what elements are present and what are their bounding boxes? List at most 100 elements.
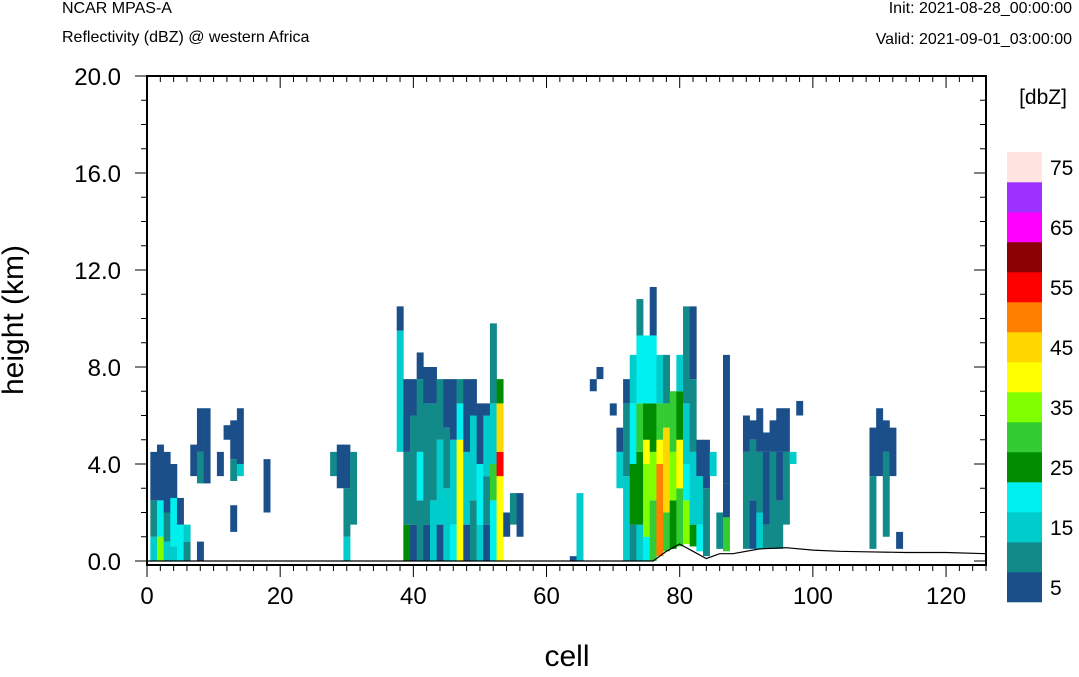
colorbar-label: 45: [1050, 337, 1073, 360]
reflectivity-cell: [476, 464, 484, 525]
reflectivity-cell: [230, 459, 238, 481]
reflectivity-cell: [190, 444, 198, 477]
reflectivity-cell: [496, 451, 504, 477]
colorbar-label: 35: [1050, 397, 1073, 420]
reflectivity-cell: [463, 524, 471, 562]
reflectivity-cell: [336, 444, 344, 489]
reflectivity-cell: [896, 531, 904, 549]
reflectivity-cell: [643, 536, 651, 561]
reflectivity-cell: [623, 476, 631, 562]
reflectivity-cell: [163, 541, 171, 561]
y-tick-label: 20.0: [74, 64, 121, 91]
reflectivity-cell: [683, 500, 690, 545]
reflectivity-cell: [749, 439, 757, 501]
reflectivity-cell: [463, 451, 471, 525]
reflectivity-cell: [203, 408, 211, 484]
reflectivity-cell: [396, 330, 404, 452]
reflectivity-cell: [483, 415, 491, 477]
reflectivity-cell: [170, 497, 178, 547]
reflectivity-cell: [343, 444, 351, 489]
reflectivity-cell: [629, 403, 637, 465]
reflectivity-cell: [722, 483, 730, 518]
reflectivity-cell: [150, 500, 158, 537]
reflectivity-cell: [643, 403, 651, 440]
reflectivity-cell: [689, 306, 697, 380]
reflectivity-cell: [430, 367, 437, 404]
reflectivity-cell: [769, 451, 777, 549]
reflectivity-cell: [396, 306, 404, 331]
colorbar-swatch: [1007, 302, 1042, 333]
reflectivity-cell: [176, 524, 184, 562]
field-subtitle: Reflectivity (dBZ) @ western Africa: [62, 29, 310, 46]
reflectivity-cell: [496, 476, 504, 562]
reflectivity-cell: [216, 451, 224, 477]
reflectivity-cell: [782, 451, 790, 525]
colorbar-swatch: [1007, 572, 1042, 603]
reflectivity-cell: [663, 403, 671, 428]
y-axis-title: height (km): [0, 245, 30, 395]
reflectivity-cell: [443, 427, 451, 489]
colorbar-label: 75: [1050, 157, 1073, 180]
reflectivity-cell: [416, 379, 424, 452]
x-tick-label: 0: [140, 583, 153, 610]
reflectivity-cell: [669, 391, 677, 452]
reflectivity-cell: [416, 352, 424, 380]
reflectivity-cell: [170, 464, 178, 498]
x-tick-label: 80: [666, 583, 693, 610]
reflectivity-cell: [643, 335, 651, 404]
reflectivity-cell: [449, 439, 457, 525]
reflectivity-cell: [776, 451, 784, 501]
reflectivity-cell: [756, 512, 764, 549]
reflectivity-cell: [176, 497, 184, 525]
reflectivity-cell: [403, 379, 411, 452]
reflectivity-cell: [196, 541, 204, 561]
colorbar-swatch: [1007, 482, 1042, 513]
reflectivity-cell: [749, 420, 757, 440]
reflectivity-cell: [236, 408, 244, 464]
x-tick-label: 20: [267, 583, 294, 610]
reflectivity-cell: [463, 379, 471, 452]
reflectivity-cell: [403, 524, 411, 562]
reflectivity-cells: [150, 286, 904, 562]
reflectivity-cell: [443, 488, 451, 561]
reflectivity-cell: [410, 415, 417, 525]
valid-time: Valid: 2021-09-01_03:00:00: [875, 31, 1072, 48]
colorbar-swatch: [1007, 362, 1042, 393]
reflectivity-cell: [882, 451, 890, 537]
reflectivity-cell: [703, 488, 710, 557]
colorbar-label: 65: [1050, 217, 1073, 240]
colorbar-label: 25: [1050, 457, 1073, 480]
reflectivity-cell: [709, 451, 717, 477]
reflectivity-cell: [649, 500, 657, 562]
reflectivity-cell: [689, 451, 697, 525]
reflectivity-cell: [649, 403, 657, 452]
y-tick-label: 12.0: [74, 258, 121, 285]
reflectivity-cell: [183, 541, 191, 561]
reflectivity-cell: [156, 536, 164, 561]
reflectivity-cell: [163, 512, 171, 542]
y-tick-label: 4.0: [88, 452, 121, 479]
reflectivity-cell: [782, 408, 790, 452]
reflectivity-cell: [663, 512, 671, 552]
reflectivity-cell: [876, 408, 884, 477]
x-tick-label: 120: [926, 583, 966, 610]
colorbar-swatch: [1007, 392, 1042, 423]
reflectivity-cell: [649, 451, 657, 501]
reflectivity-cell: [756, 408, 764, 452]
reflectivity-cell: [569, 556, 577, 561]
reflectivity-cell: [742, 415, 750, 452]
reflectivity-cell: [576, 493, 584, 561]
reflectivity-cell: [762, 524, 770, 549]
reflectivity-cell: [676, 391, 684, 440]
reflectivity-cell: [689, 379, 697, 452]
reflectivity-cell: [756, 451, 764, 513]
reflectivity-cell: [456, 379, 464, 404]
reflectivity-cell: [703, 439, 710, 489]
reflectivity-cell: [629, 354, 637, 404]
reflectivity-cell: [489, 323, 497, 404]
reflectivity-cell: [762, 432, 770, 452]
reflectivity-cell: [183, 524, 191, 542]
reflectivity-cell: [869, 427, 877, 477]
reflectivity-cell: [263, 459, 271, 513]
reflectivity-cell: [430, 403, 437, 501]
